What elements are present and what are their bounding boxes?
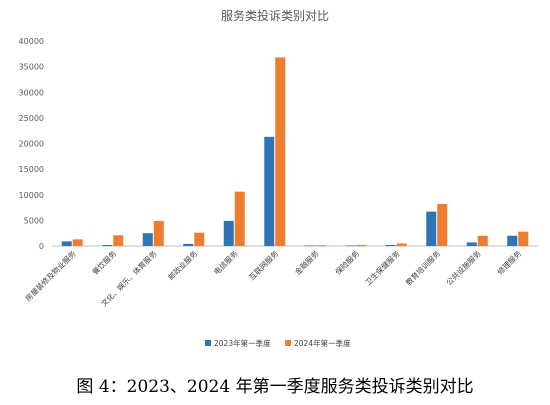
bar-series-2024 (113, 235, 124, 246)
bar-chart: 服务类投诉类别对比 0 5000 10000 15000 20000 25000 30000… (19, 8, 538, 348)
x-category-label: 餐饮服务 (90, 248, 119, 277)
bar-series-2024 (477, 235, 488, 246)
y-tick-label: 15000 (19, 165, 44, 174)
figure-caption: 图 4：2023、2024 年第一季度服务类投诉类别对比 (76, 377, 474, 397)
bar-series-2024 (234, 191, 245, 246)
bar-series-2024 (518, 231, 529, 246)
bar-series-2023 (264, 136, 275, 246)
x-category-label: 电信服务 (211, 248, 240, 277)
x-category-label: 公共设施服务 (444, 248, 483, 287)
y-tick-label: 20000 (19, 140, 44, 149)
bar-series-2024 (72, 239, 83, 246)
bar-series-2024 (275, 57, 286, 247)
bar-series-2024 (396, 243, 407, 246)
bar-series-2024 (153, 220, 164, 246)
bar-series-2023 (223, 220, 234, 246)
bar-series-2023 (466, 242, 477, 246)
bar-series-2023 (61, 241, 72, 246)
bar-series-2023 (426, 211, 437, 246)
bar-series-2023 (507, 235, 518, 246)
x-category-label: 互联网服务 (247, 248, 281, 282)
legend-label: 2024年第一季度 (294, 338, 351, 348)
y-tick-label: 30000 (19, 88, 44, 97)
bar-series-2024 (356, 244, 367, 246)
chart-title: 服务类投诉类别对比 (221, 8, 329, 23)
y-tick-label: 0 (39, 242, 44, 251)
legend-swatch (205, 340, 211, 346)
bar-series-2023 (102, 244, 113, 246)
bar-series-2023 (304, 245, 315, 247)
bars-group (61, 57, 529, 247)
bar-series-2023 (345, 245, 356, 247)
x-category-label: 邮政业服务 (166, 248, 200, 282)
x-category-label: 金融服务 (292, 248, 321, 277)
x-category-label: 修理服务 (495, 248, 524, 277)
y-tick-label: 25000 (19, 114, 44, 123)
bar-series-2023 (385, 244, 396, 246)
legend-swatch (285, 340, 291, 346)
x-category-label: 教育培训服务 (403, 248, 442, 287)
bar-series-2023 (142, 233, 153, 246)
y-axis: 0 5000 10000 15000 20000 25000 30000 35000 40000 (19, 37, 44, 251)
legend-label: 2023年第一季度 (214, 338, 271, 348)
legend: 2023年第一季度 2024年第一季度 (205, 338, 351, 348)
y-tick-label: 10000 (19, 191, 44, 200)
x-category-label: 保险服务 (333, 248, 362, 277)
bar-series-2024 (315, 245, 326, 246)
x-category-label: 房屋装修及物业服务 (23, 248, 78, 303)
bar-series-2024 (437, 203, 448, 246)
bar-series-2023 (183, 243, 194, 246)
bar-series-2024 (194, 232, 205, 246)
y-tick-label: 35000 (19, 63, 44, 72)
y-tick-label: 5000 (24, 216, 44, 225)
y-tick-label: 40000 (19, 37, 44, 46)
x-category-label: 卫生保健服务 (363, 248, 402, 287)
